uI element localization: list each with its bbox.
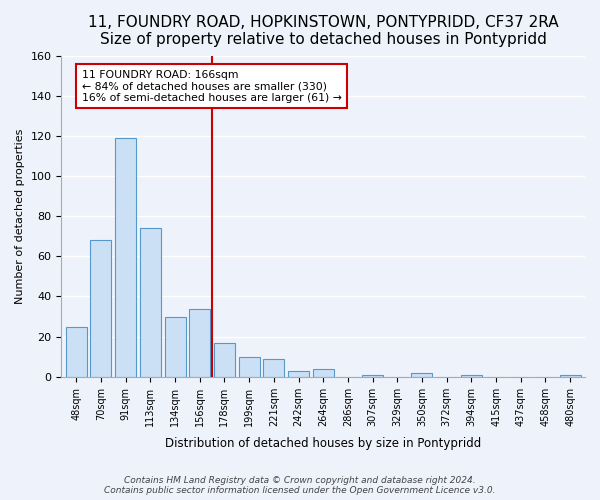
Bar [140, 228, 161, 377]
Y-axis label: Number of detached properties: Number of detached properties [15, 128, 25, 304]
Bar [461, 375, 482, 377]
Bar [362, 375, 383, 377]
Bar [560, 375, 581, 377]
Bar [214, 342, 235, 377]
Bar [91, 240, 112, 377]
Bar [66, 326, 87, 377]
Bar [313, 369, 334, 377]
Bar [189, 308, 210, 377]
Bar [412, 373, 433, 377]
Text: Contains HM Land Registry data © Crown copyright and database right 2024.
Contai: Contains HM Land Registry data © Crown c… [104, 476, 496, 495]
Bar [239, 356, 260, 377]
Bar [115, 138, 136, 377]
Bar [164, 316, 185, 377]
X-axis label: Distribution of detached houses by size in Pontypridd: Distribution of detached houses by size … [165, 437, 481, 450]
Bar [263, 358, 284, 377]
Bar [288, 371, 309, 377]
Title: 11, FOUNDRY ROAD, HOPKINSTOWN, PONTYPRIDD, CF37 2RA
Size of property relative to: 11, FOUNDRY ROAD, HOPKINSTOWN, PONTYPRID… [88, 15, 559, 48]
Text: 11 FOUNDRY ROAD: 166sqm
← 84% of detached houses are smaller (330)
16% of semi-d: 11 FOUNDRY ROAD: 166sqm ← 84% of detache… [82, 70, 341, 103]
